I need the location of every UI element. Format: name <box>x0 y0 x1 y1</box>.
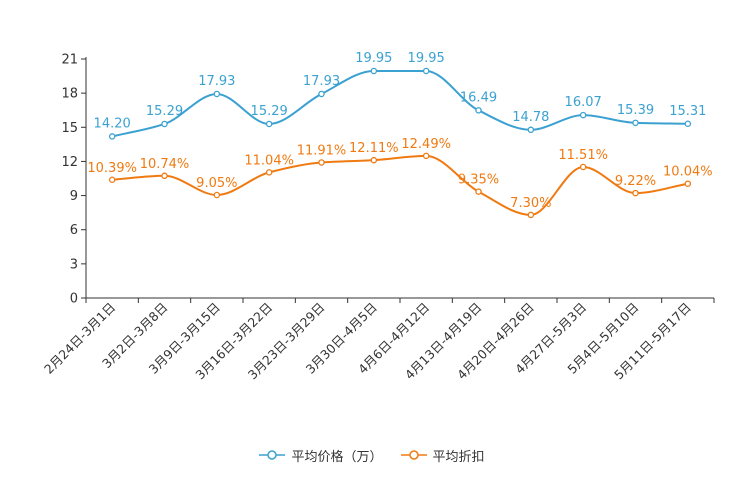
legend-item-price[interactable]: 平均价格（万） <box>259 446 383 465</box>
series-layer: 14.20 15.29 17.93 15.29 17.93 19.95 19.95 16.49… <box>87 51 713 219</box>
data-label: 7.30% <box>510 196 551 211</box>
data-point <box>265 169 273 176</box>
data-label: 17.93 <box>303 74 340 89</box>
y-tick-label: 21 <box>61 53 78 68</box>
data-point <box>632 119 639 127</box>
data-point <box>527 126 535 134</box>
data-point <box>475 188 482 195</box>
data-label: 9.05% <box>196 176 237 191</box>
data-label: 9.22% <box>615 174 656 189</box>
data-label: 15.29 <box>251 104 288 119</box>
data-point <box>265 120 273 128</box>
y-tick-label: 0 <box>70 292 78 307</box>
data-point <box>213 191 221 199</box>
data-point <box>475 107 482 114</box>
data-label: 14.20 <box>94 116 131 131</box>
data-point <box>370 156 378 164</box>
legend-price-marker-icon <box>259 450 286 460</box>
y-tick-label: 9 <box>70 189 78 204</box>
y-tick-label: 12 <box>61 155 78 170</box>
data-point <box>318 159 325 166</box>
legend: 平均价格（万） 平均折扣 <box>0 444 744 466</box>
y-tick-label: 18 <box>61 87 78 102</box>
data-label: 19.95 <box>408 51 445 66</box>
data-point <box>213 90 221 98</box>
data-point <box>108 176 116 184</box>
data-point <box>527 211 535 219</box>
data-point <box>684 120 692 128</box>
data-label: 10.04% <box>663 165 713 180</box>
data-label: 10.74% <box>140 157 190 172</box>
data-point <box>579 111 587 119</box>
legend-price-label: 平均价格（万） <box>291 449 383 465</box>
y-tick-label: 6 <box>70 223 78 238</box>
data-label: 19.95 <box>355 51 392 66</box>
data-label: 17.93 <box>198 74 235 89</box>
legend-discount-label: 平均折扣 <box>432 449 485 465</box>
y-axis: 0 3 6 9 12 15 18 21 <box>61 53 87 307</box>
line-chart: 0 3 6 9 12 15 18 21 2月24日-3月1日3月2日-3月8日3月9日-3月1… <box>41 51 715 382</box>
y-tick-label: 3 <box>70 257 78 272</box>
data-point <box>161 120 168 128</box>
data-label: 15.39 <box>617 103 654 118</box>
data-point <box>422 152 430 160</box>
data-label: 9.35% <box>458 173 499 188</box>
data-point <box>161 172 168 180</box>
data-label: 15.31 <box>669 104 706 119</box>
data-label: 12.49% <box>401 137 451 152</box>
data-point <box>422 67 430 75</box>
data-label: 11.91% <box>297 143 347 158</box>
data-point <box>370 67 378 75</box>
data-point <box>108 133 116 140</box>
data-point <box>318 90 325 98</box>
data-label: 16.07 <box>565 95 602 110</box>
y-tick-label: 15 <box>61 121 78 136</box>
series-1: 10.39% 10.74% 9.05% 11.04%11.91% 12.11% 12.49… <box>87 137 713 219</box>
data-label: 15.29 <box>146 104 183 119</box>
data-point <box>684 180 692 187</box>
data-point <box>632 189 639 197</box>
data-label: 11.51% <box>558 148 608 163</box>
data-label: 16.49 <box>460 90 497 105</box>
series-0: 14.20 15.29 17.93 15.29 17.93 19.95 19.95 16.49… <box>94 51 706 140</box>
data-label: 12.11% <box>349 141 399 156</box>
data-label: 10.39% <box>87 161 137 176</box>
legend-item-discount[interactable]: 平均折扣 <box>400 446 485 465</box>
data-label: 11.04% <box>244 153 294 168</box>
data-label: 14.78 <box>512 110 549 125</box>
data-point <box>579 163 587 171</box>
x-axis: 2月24日-3月1日3月2日-3月8日3月9日-3月15日3月16日-3月22日… <box>41 297 715 382</box>
legend-discount-marker-icon <box>400 450 427 460</box>
